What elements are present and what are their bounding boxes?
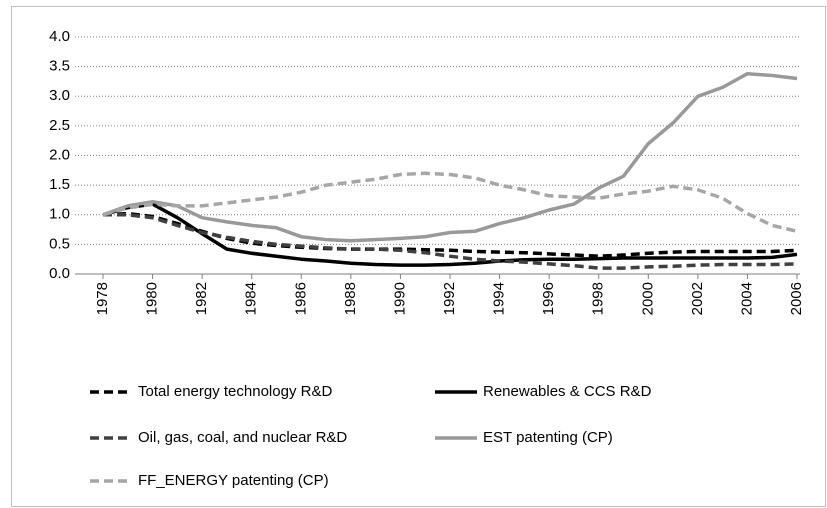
x-tick-label: 1980 [144,282,161,315]
y-tick-label: 2.0 [49,146,70,163]
x-tick-label: 1990 [391,282,408,315]
x-tick-label: 1992 [441,282,458,315]
series-line [103,213,798,270]
series-line [102,202,798,267]
x-tick-label: 1988 [342,282,359,315]
y-tick-label: 0.0 [49,265,70,282]
y-tick-label: 2.5 [49,117,70,134]
x-tick-label: 2000 [639,282,656,315]
y-tick-label: 1.5 [49,176,70,193]
x-tick-label: 1984 [243,282,260,315]
series-line [102,171,798,234]
x-tick-label: 1986 [292,282,309,315]
x-tick-label: 1998 [590,282,607,315]
legend-label: Oil, gas, coal, and nuclear R&D [138,429,347,446]
x-tick-label: 1996 [540,282,557,315]
y-tick-label: 3.0 [49,87,70,104]
x-tick-label: 2002 [689,282,706,315]
legend-label: Total energy technology R&D [138,383,332,400]
y-tick-label: 1.0 [49,206,70,223]
x-tick-label: 1978 [94,282,111,315]
x-tick-label: 2006 [788,282,805,315]
x-tick-label: 1982 [193,282,210,315]
x-tick-label: 1994 [491,282,508,315]
y-tick-label: 4.0 [49,28,70,45]
series-line [102,71,798,243]
legend-label: Renewables & CCS R&D [483,383,652,400]
y-tick-label: 3.5 [49,58,70,75]
y-tick-label: 0.5 [49,235,70,252]
legend-label: EST patenting (CP) [483,429,613,446]
x-tick-label: 2004 [738,282,755,315]
legend-label: FF_ENERGY patenting (CP) [138,472,329,489]
